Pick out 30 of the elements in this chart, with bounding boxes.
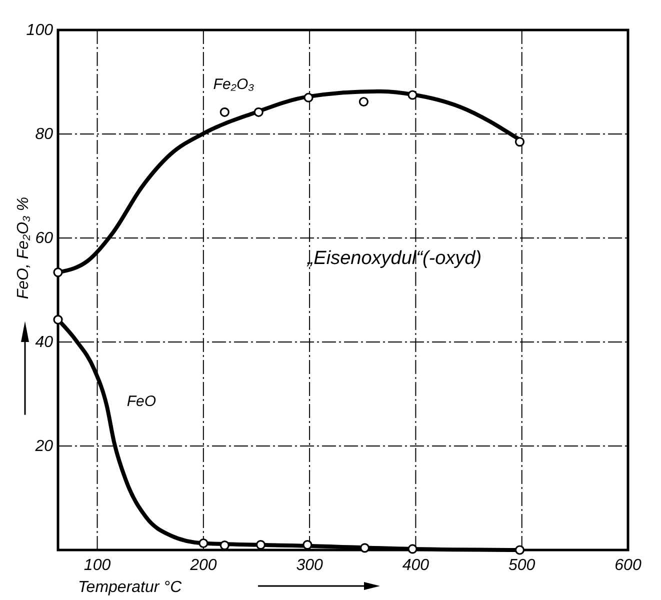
point xyxy=(408,544,418,554)
point xyxy=(514,137,525,147)
y-tick-label: 80 xyxy=(35,126,54,143)
point xyxy=(198,538,208,548)
point xyxy=(304,92,314,102)
y-tick-label: 100 xyxy=(26,22,54,39)
x-tick-label: 300 xyxy=(296,557,324,574)
y-tick-label: 40 xyxy=(35,334,54,351)
point xyxy=(360,543,370,553)
point xyxy=(408,90,418,100)
point xyxy=(514,545,525,555)
y-tick-label: 20 xyxy=(34,438,54,455)
y-tick-label: 60 xyxy=(35,230,54,247)
point xyxy=(256,540,266,550)
x-tick-label: 600 xyxy=(614,557,642,574)
point xyxy=(53,314,63,324)
point xyxy=(220,540,230,550)
y-axis-title: FeO, Fe₂O₃ % xyxy=(15,196,32,300)
series-label: FeO xyxy=(126,392,156,410)
point xyxy=(220,107,230,117)
point xyxy=(254,107,264,117)
series-label: Fe₂O₃ xyxy=(213,76,254,94)
point xyxy=(302,540,312,550)
x-tick-label: 100 xyxy=(84,557,111,574)
x-tick-label: 400 xyxy=(402,557,430,574)
x-axis-title: Temperatur °C xyxy=(78,579,182,596)
x-tick-label: 200 xyxy=(189,557,217,574)
point xyxy=(53,268,63,278)
x-tick-label: 500 xyxy=(508,557,536,574)
point xyxy=(358,96,368,107)
